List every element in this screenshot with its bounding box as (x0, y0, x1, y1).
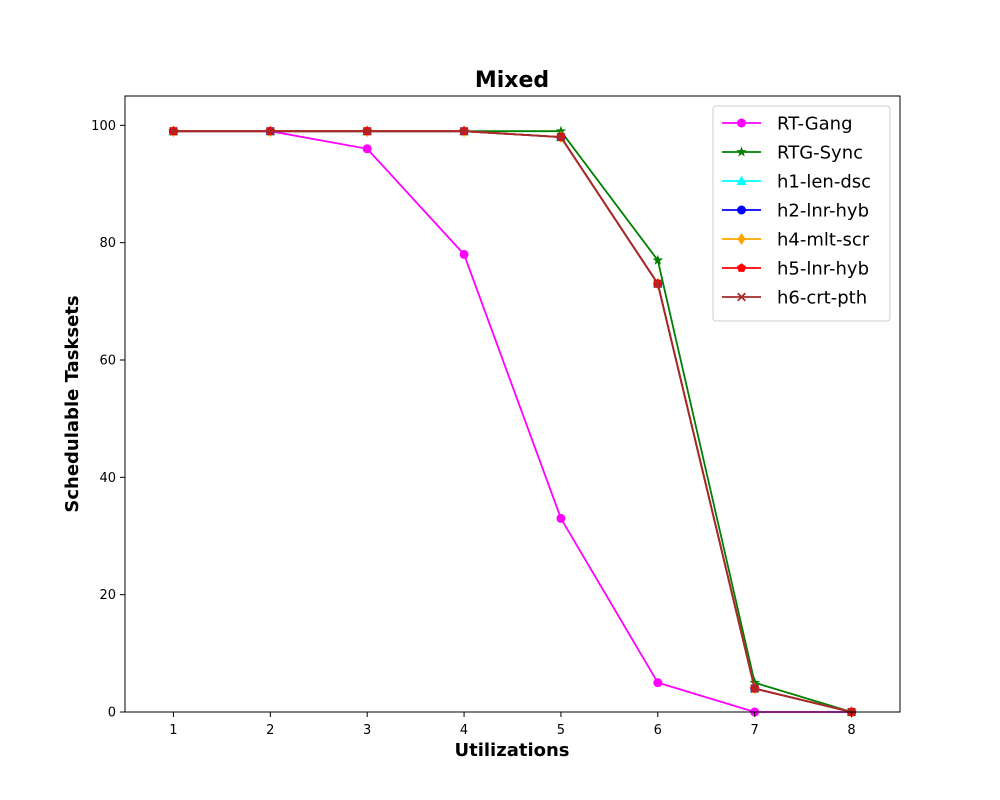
data-point (555, 125, 567, 136)
x-tick-label: 2 (266, 723, 274, 738)
legend-label: h1-len-dsc (777, 172, 871, 193)
legend-label: h2-lnr-hyb (777, 201, 869, 222)
chart-title: Mixed (475, 68, 549, 93)
legend-entry: h5-lnr-hyb (722, 259, 869, 280)
x-tick-label: 3 (363, 723, 371, 738)
legend-label: h5-lnr-hyb (777, 259, 869, 280)
y-tick-label: 20 (99, 588, 116, 603)
legend-entry: RTG-Sync (722, 143, 863, 164)
legend-label: RTG-Sync (777, 143, 863, 164)
legend-entry: RT-Gang (722, 114, 853, 135)
y-tick-label: 60 (99, 354, 116, 369)
y-axis-label: Schedulable Tasksets (62, 295, 83, 512)
data-point (749, 677, 760, 688)
y-tick-label: 100 (91, 119, 116, 134)
x-tick-label: 1 (169, 723, 177, 738)
y-tick-label: 40 (99, 471, 116, 486)
data-point (556, 132, 566, 142)
x-axis: 1 2 3 4 5 6 7 8 (169, 712, 856, 738)
x-tick-label: 5 (557, 723, 565, 738)
x-tick-label: 7 (751, 723, 759, 738)
legend-entry: h4-mlt-scr (722, 230, 870, 251)
legend-label: h4-mlt-scr (777, 230, 870, 251)
legend-marker (736, 263, 747, 272)
data-point (653, 279, 663, 289)
data-point (265, 126, 275, 136)
legend-marker (736, 146, 747, 157)
data-point (459, 126, 469, 136)
y-tick-label: 0 (108, 706, 116, 721)
series-line (173, 130, 852, 713)
series-line (173, 130, 852, 713)
series-h6-crt-pth (169, 126, 856, 717)
legend-label: h6-crt-pth (777, 288, 867, 309)
legend-marker (737, 118, 746, 128)
data-point (362, 126, 372, 136)
legend-marker (736, 175, 747, 185)
legend-marker (737, 205, 746, 215)
x-tick-label: 4 (460, 723, 468, 738)
legend-marker (737, 233, 746, 245)
legend-marker (737, 292, 746, 302)
data-point (653, 678, 663, 688)
data-point (459, 249, 469, 259)
data-point (169, 126, 178, 136)
legend-entry: h6-crt-pth (722, 288, 867, 309)
x-tick-label: 8 (847, 723, 855, 738)
x-tick-label: 6 (654, 723, 662, 738)
legend-entry: h1-len-dsc (722, 172, 871, 193)
y-tick-label: 80 (99, 236, 116, 251)
plot-frame (124, 95, 901, 713)
data-point (750, 684, 760, 693)
data-point (362, 144, 372, 154)
y-axis: 0 20 40 60 80 100 (91, 119, 125, 721)
legend: RT-Gang RTG-Sync h1-len-dsc h2-lnr-hyb h4-ml… (712, 105, 891, 322)
data-point (556, 513, 566, 523)
legend-label: RT-Gang (777, 114, 853, 135)
plot-area (168, 125, 857, 718)
x-axis-label: Utilizations (454, 740, 569, 761)
data-point (652, 254, 664, 265)
legend-entry: h2-lnr-hyb (722, 201, 869, 222)
